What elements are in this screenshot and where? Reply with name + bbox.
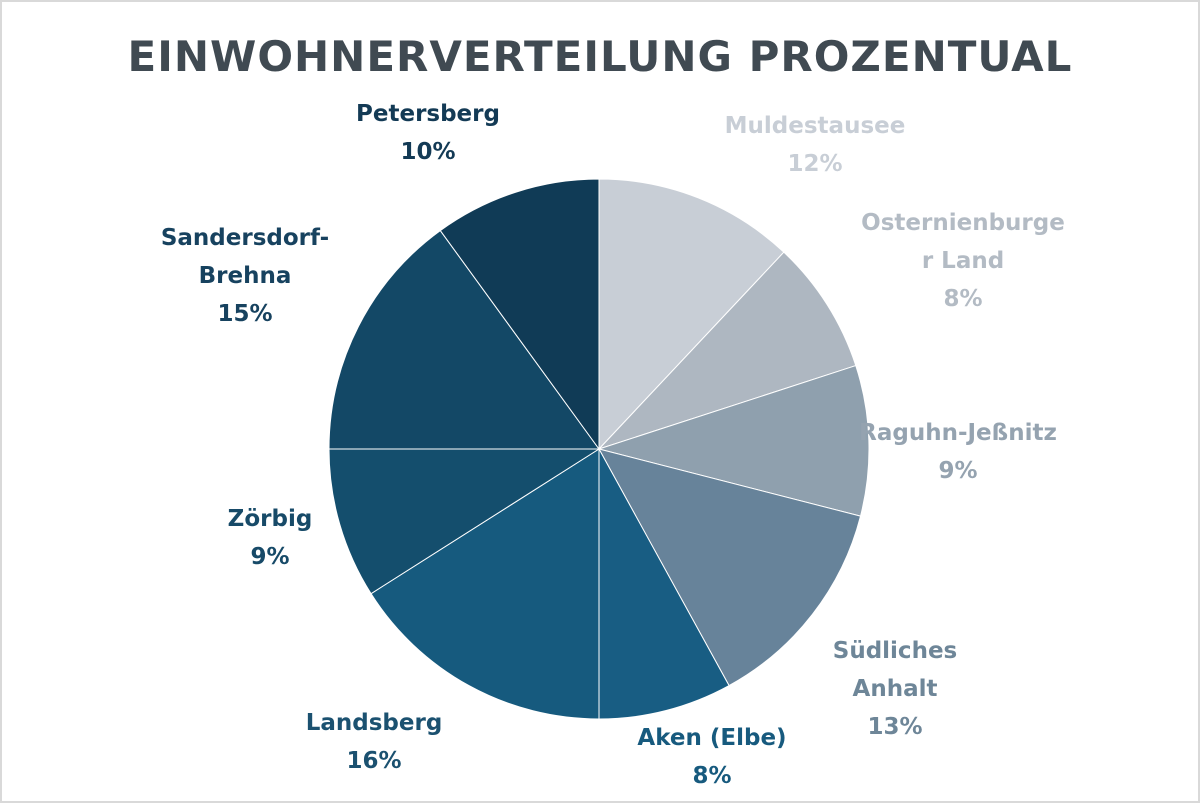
slice-label-name: Südliches Anhalt bbox=[832, 638, 958, 702]
slice-label-name: Sandersdorf- Brehna bbox=[160, 225, 330, 289]
pie-slice-aken-elbe bbox=[598, 448, 730, 720]
slice-label-name: Landsberg bbox=[305, 710, 443, 736]
slice-label-value: 8% bbox=[943, 286, 983, 312]
slice-label-value: 12% bbox=[787, 151, 843, 177]
slice-label-value: 16% bbox=[346, 748, 402, 774]
slice-label-name: Raguhn-Jeßnitz bbox=[859, 420, 1057, 446]
slice-label-value: 15% bbox=[217, 301, 273, 327]
slice-label-name: Zörbig bbox=[227, 506, 313, 532]
slice-label-landsberg: Landsberg 16% bbox=[244, 704, 504, 780]
slice-label-name: Muldestausee bbox=[724, 113, 906, 139]
slice-label-value: 8% bbox=[692, 763, 732, 789]
chart-title: EINWOHNERVERTEILUNG PROZENTUAL bbox=[127, 32, 1073, 81]
slice-label-value: 10% bbox=[400, 139, 456, 165]
pie-slice-suedliches-anhalt bbox=[598, 448, 862, 687]
slice-label-suedliches-anhalt: Südliches Anhalt 13% bbox=[765, 632, 1025, 746]
pie-slice-raguhn-jessnitz bbox=[597, 364, 870, 517]
slice-label-name: Osternienburge r Land bbox=[861, 210, 1065, 274]
slice-label-muldestausee: Muldestausee 12% bbox=[685, 107, 945, 183]
slice-label-value: 9% bbox=[938, 458, 978, 484]
slice-label-osternienburger-land: Osternienburge r Land 8% bbox=[833, 204, 1093, 318]
slice-label-name: Petersberg bbox=[356, 101, 500, 127]
slice-label-aken-elbe: Aken (Elbe) 8% bbox=[582, 719, 842, 795]
pie-slice-petersberg bbox=[439, 178, 600, 451]
pie-slice-osternienburger-land bbox=[598, 251, 857, 450]
slice-label-value: 13% bbox=[867, 714, 923, 740]
pie-slice-sandersdorf-brehna bbox=[328, 229, 600, 450]
pie-slice-landsberg bbox=[370, 448, 600, 720]
slice-label-zoerbig: Zörbig 9% bbox=[140, 500, 400, 576]
pie-slice-zoerbig bbox=[328, 448, 601, 595]
pie-slice-muldestausee bbox=[598, 178, 785, 451]
slice-label-petersberg: Petersberg 10% bbox=[298, 95, 558, 171]
slice-label-sandersdorf-brehna: Sandersdorf- Brehna 15% bbox=[115, 219, 375, 333]
slice-label-name: Aken (Elbe) bbox=[637, 725, 787, 751]
slice-label-value: 9% bbox=[250, 544, 290, 570]
slice-label-raguhn-jessnitz: Raguhn-Jeßnitz 9% bbox=[828, 414, 1088, 490]
